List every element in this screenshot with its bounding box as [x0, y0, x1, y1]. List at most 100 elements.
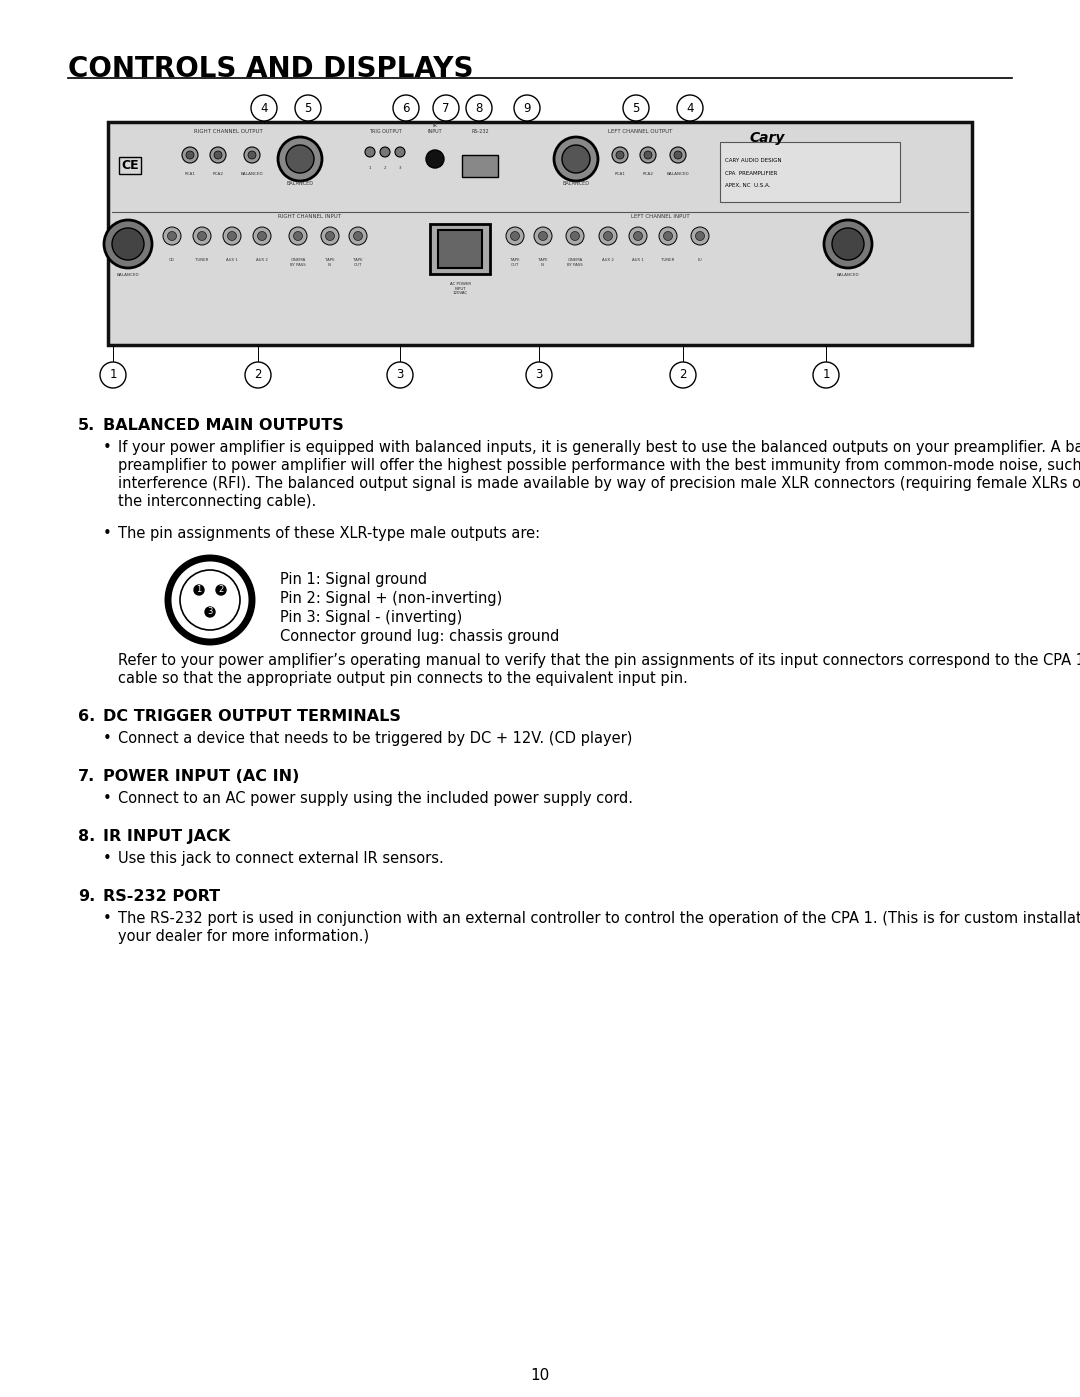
Text: AUX 2: AUX 2	[256, 258, 268, 263]
Circle shape	[659, 226, 677, 244]
Circle shape	[511, 232, 519, 240]
Circle shape	[539, 232, 548, 240]
Text: the interconnecting cable).: the interconnecting cable).	[118, 495, 316, 509]
Text: RS-232: RS-232	[471, 129, 489, 134]
Circle shape	[289, 226, 307, 244]
Circle shape	[214, 151, 222, 159]
Text: APEX, NC  U.S.A.: APEX, NC U.S.A.	[725, 183, 770, 189]
Circle shape	[507, 226, 524, 244]
Text: The pin assignments of these XLR-type male outputs are:: The pin assignments of these XLR-type ma…	[118, 527, 540, 541]
Text: Pin 2: Signal + (non-inverting): Pin 2: Signal + (non-inverting)	[280, 591, 502, 606]
Text: AUX 1: AUX 1	[226, 258, 238, 263]
Text: •: •	[103, 791, 111, 806]
Circle shape	[554, 137, 598, 182]
Circle shape	[193, 226, 211, 244]
Text: RIGHT CHANNEL INPUT: RIGHT CHANNEL INPUT	[279, 214, 341, 219]
Circle shape	[612, 147, 627, 163]
Text: RS-232 PORT: RS-232 PORT	[103, 888, 220, 904]
Text: TAPE
IN: TAPE IN	[538, 258, 548, 267]
Text: TAPE
IN: TAPE IN	[325, 258, 335, 267]
Text: interference (RFI). The balanced output signal is made available by way of preci: interference (RFI). The balanced output …	[118, 476, 1080, 490]
Text: 7: 7	[442, 102, 449, 115]
Text: TAPE
OUT: TAPE OUT	[353, 258, 363, 267]
Circle shape	[670, 147, 686, 163]
Text: CE: CE	[121, 159, 139, 172]
Text: 1: 1	[368, 166, 372, 170]
Circle shape	[251, 95, 276, 122]
Circle shape	[599, 226, 617, 244]
Circle shape	[321, 226, 339, 244]
Circle shape	[663, 232, 673, 240]
Circle shape	[104, 219, 152, 268]
Circle shape	[253, 226, 271, 244]
Text: BALANCED: BALANCED	[286, 182, 313, 186]
Circle shape	[691, 226, 708, 244]
Text: 5: 5	[305, 102, 312, 115]
Text: RCA2: RCA2	[213, 172, 224, 176]
Circle shape	[112, 228, 144, 260]
Bar	[108, 122, 972, 345]
Text: BALANCED: BALANCED	[837, 272, 860, 277]
Circle shape	[205, 608, 215, 617]
Circle shape	[365, 147, 375, 156]
Text: 4: 4	[686, 102, 693, 115]
Bar	[438, 231, 482, 268]
Circle shape	[194, 585, 204, 595]
Text: 10: 10	[530, 1368, 550, 1383]
Circle shape	[570, 232, 580, 240]
Text: Refer to your power amplifier’s operating manual to verify that the pin assignme: Refer to your power amplifier’s operatin…	[118, 652, 1080, 668]
Text: 1: 1	[109, 369, 117, 381]
Text: •: •	[103, 851, 111, 866]
Text: Connect a device that needs to be triggered by DC + 12V. (CD player): Connect a device that needs to be trigge…	[118, 731, 633, 746]
Text: 2: 2	[254, 369, 261, 381]
Text: LEFT CHANNEL INPUT: LEFT CHANNEL INPUT	[631, 214, 689, 219]
Text: cable so that the appropriate output pin connects to the equivalent input pin.: cable so that the appropriate output pin…	[118, 671, 688, 686]
Circle shape	[395, 147, 405, 156]
Text: BALANCED: BALANCED	[563, 182, 590, 186]
Text: Connect to an AC power supply using the included power supply cord.: Connect to an AC power supply using the …	[118, 791, 633, 806]
Circle shape	[832, 228, 864, 260]
Circle shape	[566, 226, 584, 244]
Circle shape	[168, 557, 252, 643]
Text: LU: LU	[698, 258, 702, 263]
Circle shape	[295, 95, 321, 122]
Circle shape	[248, 151, 256, 159]
Circle shape	[294, 232, 302, 240]
Text: CD: CD	[170, 258, 175, 263]
Text: 7.: 7.	[78, 768, 95, 784]
Bar	[430, 224, 490, 274]
Circle shape	[349, 226, 367, 244]
Text: BALANCED: BALANCED	[117, 272, 139, 277]
Text: 3: 3	[536, 369, 542, 381]
Text: CINEMA
BY PASS: CINEMA BY PASS	[291, 258, 306, 267]
Text: Connector ground lug: chassis ground: Connector ground lug: chassis ground	[280, 629, 559, 644]
Bar	[462, 155, 498, 177]
Text: TUNER: TUNER	[195, 258, 208, 263]
Text: 8: 8	[475, 102, 483, 115]
Text: 3: 3	[207, 608, 213, 616]
Text: CINEMA
BY PASS: CINEMA BY PASS	[567, 258, 583, 267]
Circle shape	[433, 95, 459, 122]
Text: •: •	[103, 731, 111, 746]
Text: DC TRIGGER OUTPUT TERMINALS: DC TRIGGER OUTPUT TERMINALS	[103, 710, 401, 724]
Circle shape	[167, 232, 176, 240]
Text: 2: 2	[679, 369, 687, 381]
Circle shape	[353, 232, 363, 240]
Text: CONTROLS AND DISPLAYS: CONTROLS AND DISPLAYS	[68, 54, 473, 82]
Circle shape	[824, 219, 872, 268]
Text: 6.: 6.	[78, 710, 95, 724]
Circle shape	[222, 226, 241, 244]
Text: LEFT CHANNEL OUTPUT: LEFT CHANNEL OUTPUT	[608, 129, 672, 134]
Text: Use this jack to connect external IR sensors.: Use this jack to connect external IR sen…	[118, 851, 444, 866]
Circle shape	[562, 145, 590, 173]
Circle shape	[629, 226, 647, 244]
Text: •: •	[103, 527, 111, 541]
Text: TRIG OUTPUT: TRIG OUTPUT	[368, 129, 402, 134]
Circle shape	[696, 232, 704, 240]
Text: preamplifier to power amplifier will offer the highest possible performance with: preamplifier to power amplifier will off…	[118, 458, 1080, 474]
Text: Pin 3: Signal - (inverting): Pin 3: Signal - (inverting)	[280, 610, 462, 624]
Text: CPA  PREAMPLIFIER: CPA PREAMPLIFIER	[725, 170, 778, 176]
Circle shape	[393, 95, 419, 122]
Text: AC POWER
INPUT
120VAC: AC POWER INPUT 120VAC	[449, 282, 471, 295]
Circle shape	[210, 147, 226, 163]
